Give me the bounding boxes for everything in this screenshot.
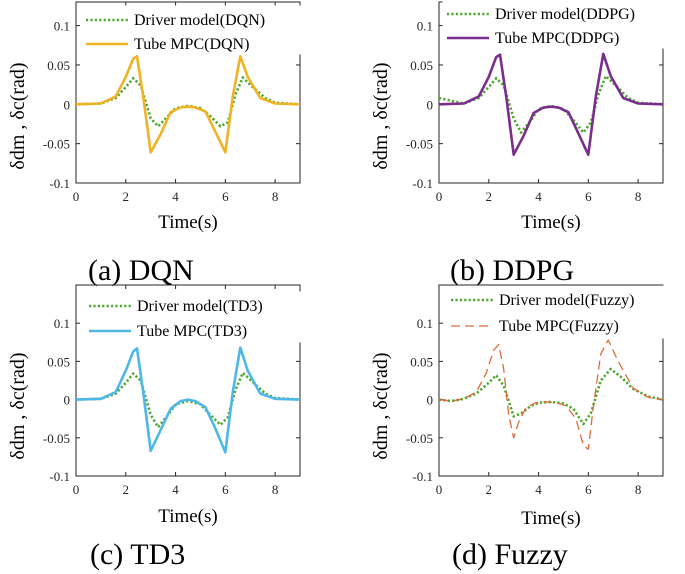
x-tick-label: 2	[123, 482, 130, 497]
series-line-driver-model	[439, 74, 663, 134]
y-tick-label: -0.1	[49, 469, 70, 484]
legend-entry-label: Driver model(TD3)	[137, 298, 263, 315]
legend-entry-label: Driver model(Fuzzy)	[499, 292, 635, 309]
y-tick-label: 0.05	[47, 58, 70, 73]
series-line-driver-model	[76, 76, 300, 128]
panel-caption: (a) DQN	[88, 254, 194, 287]
x-tick-label: 8	[272, 189, 279, 204]
x-tick-label: 4	[172, 189, 179, 204]
legend-box	[81, 5, 301, 55]
series-line-tube-mpc	[76, 346, 300, 454]
legend-entry-label: Driver model(DQN)	[134, 12, 265, 29]
legend-box	[442, 0, 666, 49]
legend: Driver model(Fuzzy) Tube MPC(Fuzzy)	[446, 285, 666, 339]
panel-1: 0 2 4 6 8 -0.1 -0.05 0 0.05 0.1 Time(s) δdm , δc(ra…	[7, 1, 301, 287]
y-tick-label: -0.05	[43, 431, 70, 446]
y-tick-label: -0.05	[406, 137, 433, 152]
legend: Driver model(DDPG) Tube MPC(DDPG)	[442, 0, 666, 49]
plot-area-frame	[438, 284, 664, 477]
y-tick-label: -0.05	[406, 431, 433, 446]
y-tick-label: 0.1	[54, 19, 70, 34]
y-axis-label: δdm , δc(rad)	[7, 62, 29, 169]
series-line-driver-model	[76, 371, 300, 429]
y-tick-label: -0.1	[412, 469, 433, 484]
legend-entry-label: Driver model(DDPG)	[495, 6, 635, 23]
x-tick-label: 8	[272, 482, 279, 497]
series-line-tube-mpc	[439, 339, 663, 450]
x-tick-label: 0	[73, 189, 80, 204]
y-tick-label: -0.1	[412, 176, 433, 191]
y-axis-label: δdm , δc(rad)	[370, 352, 392, 459]
x-axis-label: Time(s)	[158, 212, 217, 233]
panel-2: 0 2 4 6 8 -0.1 -0.05 0 0.05 0.1 Time(s) δdm , δc(ra…	[370, 0, 666, 287]
legend-box	[446, 285, 666, 339]
y-tick-label: 0.05	[47, 354, 70, 369]
y-tick-label: 0.1	[417, 19, 433, 34]
y-tick-label: -0.05	[43, 137, 70, 152]
x-tick-label: 4	[172, 482, 179, 497]
y-axis-label: δdm , δc(rad)	[7, 352, 29, 459]
x-tick-label: 4	[535, 482, 542, 497]
y-tick-label: 0.05	[410, 58, 433, 73]
series-line-driver-model	[439, 367, 663, 426]
x-tick-label: 6	[585, 482, 592, 497]
panel-caption: (c) TD3	[90, 538, 185, 571]
x-tick-label: 0	[73, 482, 80, 497]
x-tick-label: 2	[486, 189, 493, 204]
legend-entry-label: Tube MPC(DQN)	[134, 36, 249, 53]
x-tick-label: 6	[222, 189, 229, 204]
x-tick-label: 6	[585, 189, 592, 204]
legend-entry-label: Tube MPC(TD3)	[137, 323, 247, 340]
y-axis-label: δdm , δc(rad)	[370, 62, 392, 169]
legend-entry-label: Tube MPC(DDPG)	[495, 30, 619, 47]
plot-area-frame	[75, 1, 301, 184]
x-tick-label: 2	[486, 482, 493, 497]
y-tick-label: 0.1	[54, 316, 70, 331]
x-tick-label: 0	[436, 482, 443, 497]
y-tick-label: -0.1	[49, 176, 70, 191]
panel-4: 0 2 4 6 8 -0.1 -0.05 0 0.05 0.1 Time(s) δdm , δc(ra…	[370, 284, 666, 571]
x-tick-label: 8	[635, 189, 642, 204]
panel-caption: (d) Fuzzy	[452, 538, 568, 571]
x-tick-label: 0	[436, 189, 443, 204]
legend: Driver model(DQN) Tube MPC(DQN)	[81, 5, 301, 55]
series-line-tube-mpc	[439, 52, 663, 156]
legend-entry-label: Tube MPC(Fuzzy)	[499, 318, 619, 335]
y-tick-label: 0	[64, 97, 71, 112]
y-tick-label: 0	[427, 393, 434, 408]
legend: Driver model(TD3) Tube MPC(TD3)	[84, 291, 301, 343]
y-tick-label: 0	[64, 393, 71, 408]
x-axis-label: Time(s)	[158, 506, 217, 527]
legend-box	[84, 291, 301, 343]
x-tick-label: 4	[535, 189, 542, 204]
x-axis-label: Time(s)	[521, 508, 580, 529]
x-tick-label: 6	[222, 482, 229, 497]
y-tick-label: 0.05	[410, 354, 433, 369]
series-line-tube-mpc	[76, 55, 300, 154]
y-tick-label: 0	[427, 97, 434, 112]
y-tick-label: 0.1	[417, 316, 433, 331]
plot-area-frame	[75, 284, 301, 477]
panel-3: 0 2 4 6 8 -0.1 -0.05 0 0.05 0.1 Time(s) δdm , δc(ra…	[7, 284, 301, 571]
x-axis-label: Time(s)	[521, 212, 580, 233]
panel-caption: (b) DDPG	[450, 254, 574, 287]
x-tick-label: 2	[123, 189, 130, 204]
x-tick-label: 8	[635, 482, 642, 497]
